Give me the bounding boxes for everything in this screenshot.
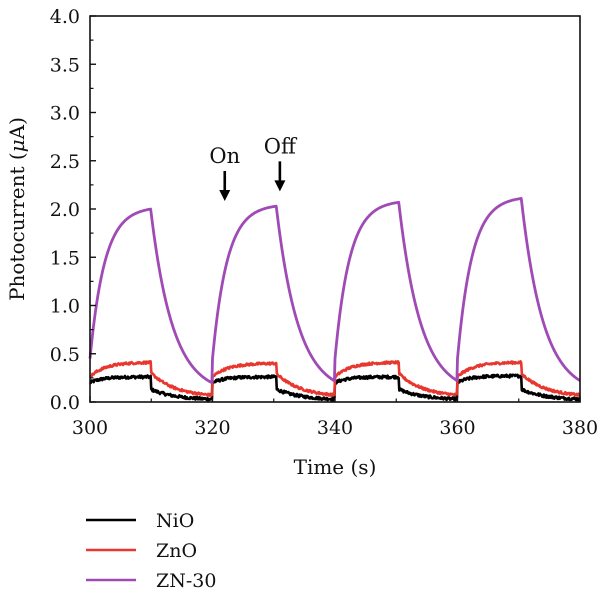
annotation-label: On	[209, 144, 240, 168]
legend-label: ZnO	[156, 540, 197, 562]
legend-label: NiO	[156, 510, 194, 532]
annotation-arrow-head	[274, 180, 286, 192]
x-tick-label: 340	[317, 417, 353, 439]
y-tick-label: 4.0	[50, 6, 80, 28]
y-axis-title-prefix: Photocurrent (	[5, 152, 29, 301]
x-axis: 300 320 340 360 380	[72, 396, 598, 439]
x-axis-title: Time (s)	[294, 455, 377, 479]
y-tick-label: 1.5	[50, 247, 80, 269]
series-lines	[88, 197, 581, 402]
x-tick-label: 300	[72, 417, 108, 439]
y-axis-title-mu: μ	[5, 139, 29, 152]
y-tick-label: 2.0	[50, 199, 80, 221]
legend: NiO ZnO ZN-30	[86, 510, 216, 592]
plot-frame	[89, 15, 581, 403]
legend-label: ZN-30	[156, 570, 216, 592]
y-tick-label: 1.0	[50, 296, 80, 318]
series-line-zn-30	[88, 197, 581, 385]
y-axis-title: Photocurrent (μA)	[5, 117, 29, 301]
y-tick-label: 2.5	[50, 151, 80, 173]
y-tick-label: 3.0	[50, 103, 80, 125]
y-tick-label: 0.0	[50, 392, 80, 414]
annotation-label: Off	[264, 134, 298, 158]
x-tick-label: 380	[562, 417, 598, 439]
annotation-arrow-head	[219, 190, 231, 201]
x-tick-label: 360	[439, 417, 475, 439]
y-axis-title-suffix: A)	[5, 117, 29, 140]
annotations: On Off	[209, 134, 298, 201]
y-tick-label: 0.5	[50, 344, 80, 366]
x-tick-label: 320	[194, 417, 230, 439]
y-tick-label: 3.5	[50, 54, 80, 76]
y-axis: 0.0 0.5 1.0 1.5 2.0 2.5 3.0 3.5 4.0	[50, 6, 96, 414]
